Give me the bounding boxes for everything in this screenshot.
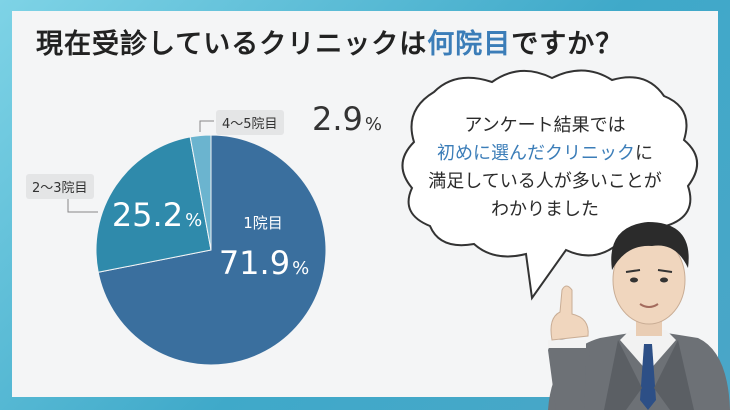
pie-slice-4-5 <box>189 134 212 251</box>
businessman-illustration <box>548 222 730 410</box>
pct-2-3-number: 25.2 <box>111 196 184 234</box>
pct-1: 71.9% <box>204 244 324 282</box>
label-4-5: 4〜5院目 <box>216 110 284 135</box>
pie-chart <box>95 134 327 366</box>
label-2-3: 2〜3院目 <box>26 174 94 199</box>
pct-4-5-unit: % <box>364 114 382 135</box>
bubble-line-2-rest: に <box>635 143 653 164</box>
pie-slice-1 <box>97 134 327 366</box>
pct-2-3-unit: % <box>185 210 203 231</box>
bubble-text: アンケート結果では 初めに選んだクリニックに 満足している人が多いことが わかり… <box>420 112 670 224</box>
pct-2-3: 25.2% <box>107 196 207 234</box>
bubble-line-3: 満足している人が多いことが <box>428 171 662 192</box>
pct-4-5-number: 2.9 <box>312 100 363 138</box>
pct-4-5: 2.9% <box>312 100 382 138</box>
bubble-line-2: 初めに選んだクリニックに <box>420 140 670 168</box>
pct-1-number: 71.9 <box>218 244 291 282</box>
label-1: 1院目 <box>243 214 283 232</box>
title-part2: ですか？ <box>511 29 624 60</box>
pct-1-unit: % <box>292 258 310 279</box>
title-part1: 現在受診しているクリニックは <box>36 29 428 60</box>
title-highlight: 何院目 <box>427 29 512 60</box>
bubble-line-2-highlight: 初めに選んだクリニック <box>437 143 635 164</box>
page-title: 現在受診しているクリニックは何院目ですか？ <box>36 22 696 62</box>
leader-line-4-5 <box>199 120 214 132</box>
pie-slice-2-3 <box>95 136 212 273</box>
bubble-line-1: アンケート結果では <box>464 115 626 136</box>
bubble-line-4: わかりました <box>491 199 599 220</box>
leader-line-2-3 <box>67 195 98 213</box>
